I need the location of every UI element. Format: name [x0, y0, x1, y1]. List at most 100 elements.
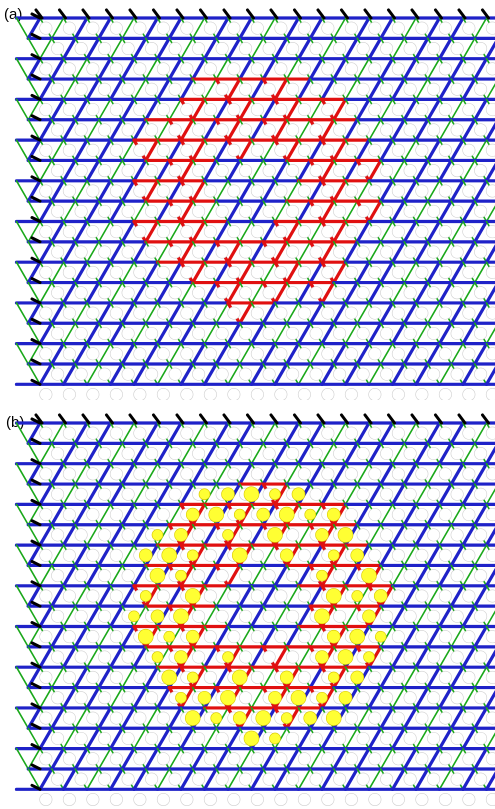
site [485, 711, 495, 725]
site [239, 650, 253, 664]
site [274, 792, 288, 806]
site [380, 487, 394, 501]
site [286, 326, 300, 340]
site [51, 691, 65, 705]
site [438, 426, 452, 440]
site [321, 306, 335, 320]
bond [390, 726, 406, 751]
bond [414, 362, 430, 386]
bond [238, 421, 254, 445]
bond [332, 342, 348, 366]
bond [437, 280, 453, 305]
bond [144, 421, 160, 445]
bond [168, 342, 182, 365]
site [133, 711, 147, 725]
site [462, 752, 476, 766]
edge-atom [34, 8, 44, 20]
bond [249, 321, 265, 346]
bond [179, 199, 195, 224]
site [262, 569, 276, 583]
bond [449, 584, 465, 608]
bond [61, 685, 77, 710]
site [215, 609, 229, 623]
bond [296, 321, 312, 346]
site [485, 225, 495, 239]
site [156, 265, 170, 279]
highlight-site [161, 547, 178, 564]
bond [156, 646, 171, 669]
bond [355, 16, 371, 40]
bond [368, 523, 382, 546]
highlight-site [151, 651, 164, 663]
bond [473, 747, 489, 771]
bond [414, 685, 430, 710]
site [239, 772, 253, 786]
bond [273, 441, 289, 466]
site [62, 265, 76, 279]
edge-atom [30, 32, 42, 40]
bond [97, 98, 112, 121]
site [145, 164, 159, 178]
site [462, 143, 476, 157]
site [403, 650, 417, 664]
bond [167, 138, 183, 163]
site [215, 286, 229, 300]
site [344, 225, 358, 239]
highlight-site [233, 508, 246, 521]
site [98, 487, 112, 501]
edge-atom [30, 114, 42, 122]
bond [391, 564, 406, 587]
site [239, 286, 253, 300]
bond [226, 604, 242, 629]
bond [108, 767, 124, 791]
bond [296, 563, 312, 588]
bond [261, 97, 277, 122]
bond [332, 747, 348, 771]
site [74, 123, 88, 137]
site [98, 326, 112, 340]
bond [215, 302, 229, 325]
edge-atom [387, 413, 396, 425]
site [368, 143, 382, 157]
bond [15, 342, 30, 365]
bond [191, 543, 207, 568]
site [321, 265, 335, 279]
site [180, 143, 194, 157]
bond [15, 57, 30, 80]
site [450, 528, 464, 542]
site [156, 589, 170, 603]
bond [262, 422, 276, 445]
site [356, 82, 370, 96]
site [368, 508, 382, 522]
highlight-site [361, 567, 377, 584]
site [344, 792, 358, 806]
site [485, 508, 495, 522]
bond [202, 523, 218, 547]
site [333, 123, 347, 137]
bond [437, 685, 453, 710]
site [427, 367, 441, 381]
edge-atom [246, 8, 255, 20]
bond [203, 727, 218, 750]
bond [226, 563, 242, 588]
site [380, 123, 394, 137]
bond [86, 646, 100, 669]
site [156, 792, 170, 806]
site [121, 731, 135, 745]
site [438, 347, 452, 361]
site [180, 225, 194, 239]
highlight-site [337, 649, 354, 665]
bond [97, 503, 112, 526]
bond [202, 118, 218, 142]
bond [85, 563, 101, 588]
bond [61, 767, 77, 791]
site [133, 792, 147, 806]
site [286, 204, 300, 218]
bond [285, 219, 301, 244]
site [403, 609, 417, 623]
highlight-site [268, 690, 282, 705]
site [239, 164, 253, 178]
site [168, 447, 182, 461]
bond [97, 462, 113, 486]
site [203, 265, 217, 279]
